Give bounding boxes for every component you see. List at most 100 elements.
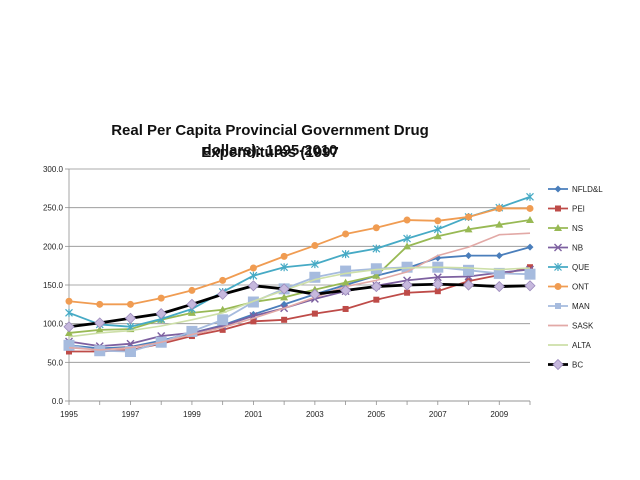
data-point-nfld-l — [526, 243, 534, 251]
data-point-bc — [309, 288, 321, 300]
legend-entry-pei: PEI — [548, 205, 585, 214]
data-point-ns — [65, 328, 73, 336]
legend-entry-sask: SASK — [548, 322, 594, 331]
data-point-nfld-l — [434, 254, 442, 262]
data-point-man — [524, 268, 536, 280]
series-sask — [68, 232, 531, 351]
data-point-que — [310, 260, 319, 269]
data-point-ont — [403, 216, 411, 224]
series-line-ont — [68, 207, 530, 306]
legend-label: BC — [572, 361, 583, 370]
legend-label: QUE — [572, 263, 589, 272]
series-line-bc — [68, 282, 531, 329]
data-point-pei — [219, 326, 226, 333]
data-point-pei — [250, 318, 257, 325]
data-point-ns — [280, 293, 289, 301]
data-point-bc — [217, 288, 229, 300]
data-point-ont — [495, 204, 503, 212]
data-point-pei — [434, 288, 441, 295]
legend-swatch-marker — [554, 243, 562, 252]
series-pei — [66, 264, 533, 355]
data-point-bc — [493, 280, 505, 293]
series-line-sask — [68, 232, 531, 351]
data-point-ns — [464, 225, 473, 233]
data-point-ont — [65, 297, 73, 305]
y-tick-label: 300.0 — [43, 165, 64, 174]
data-point-bc — [94, 317, 106, 329]
data-point-ont — [311, 242, 319, 250]
data-point-pei — [281, 316, 288, 323]
legend: NFLD&L PEI NS NB QUE ONT MAN SASK ALTA BC — [548, 185, 603, 371]
data-point-bc — [462, 279, 475, 291]
data-point-bc — [340, 284, 352, 296]
data-point-ont — [96, 300, 104, 308]
data-point-que — [126, 322, 135, 331]
data-point-pei — [404, 289, 411, 296]
data-point-ont — [465, 213, 473, 221]
data-point-ont — [219, 276, 227, 284]
x-tick-label: 2007 — [429, 410, 447, 419]
y-tick-label: 100.0 — [43, 320, 64, 329]
legend-swatch-marker — [552, 358, 564, 371]
data-point-man — [217, 314, 229, 326]
data-point-pei — [373, 296, 380, 303]
data-point-que — [433, 225, 442, 234]
data-point-bc — [155, 308, 167, 320]
x-tick-label: 2009 — [490, 410, 508, 419]
chart-title-line-2: dollars): 1995-2010 — [202, 142, 338, 159]
data-point-ns — [433, 232, 442, 240]
data-point-ont — [280, 252, 288, 260]
data-point-bc — [401, 279, 413, 291]
series-line-man — [68, 266, 531, 353]
legend-entry-alta: ALTA — [548, 341, 591, 350]
legend-label: SASK — [572, 322, 594, 331]
legend-swatch-marker — [555, 205, 561, 212]
data-point-ont — [249, 264, 257, 272]
y-tick-label: 200.0 — [43, 242, 64, 251]
data-point-ns — [95, 325, 104, 333]
data-point-que — [249, 271, 258, 280]
series-alta — [68, 266, 531, 338]
data-point-nb — [433, 273, 442, 282]
y-tick-label: 0.0 — [52, 397, 64, 406]
series-nfld-l — [65, 243, 534, 352]
series-que — [65, 192, 534, 331]
data-point-pei — [311, 310, 318, 317]
data-point-bc — [124, 312, 137, 324]
legend-label: ALTA — [572, 341, 591, 350]
legend-label: PEI — [572, 205, 585, 214]
data-point-man — [340, 265, 352, 277]
x-tick-label: 2005 — [367, 410, 385, 419]
y-tick-label: 150.0 — [43, 281, 64, 290]
data-point-ont — [157, 294, 165, 302]
data-point-ont — [342, 230, 350, 238]
data-point-pei — [342, 305, 349, 312]
data-point-man — [124, 346, 136, 358]
legend-label: ONT — [572, 283, 589, 292]
legend-entry-ont: ONT — [548, 283, 589, 292]
legend-label: NFLD&L — [572, 185, 603, 194]
data-point-ns — [403, 242, 412, 250]
data-point-man — [309, 271, 321, 283]
data-point-pei — [66, 348, 72, 355]
data-point-ont — [372, 224, 380, 232]
legend-label: NS — [572, 224, 583, 233]
legend-label: MAN — [572, 302, 590, 311]
data-point-ns — [341, 278, 350, 286]
x-tick-label: 2001 — [245, 410, 263, 419]
series-nb — [65, 265, 534, 351]
data-point-pei — [527, 264, 533, 271]
legend-swatch-marker — [555, 303, 561, 309]
data-point-man — [463, 264, 475, 276]
data-point-bc — [370, 280, 382, 293]
series-line-nfld-l — [68, 246, 531, 350]
legend-entry-bc: BC — [548, 358, 583, 371]
data-point-que — [403, 234, 411, 243]
data-point-bc — [63, 321, 75, 333]
legend-swatch-marker — [554, 263, 562, 271]
data-point-man — [63, 339, 75, 351]
legend-entry-man: MAN — [548, 302, 590, 311]
y-tick-label: 250.0 — [43, 204, 64, 213]
data-point-bc — [524, 280, 536, 292]
